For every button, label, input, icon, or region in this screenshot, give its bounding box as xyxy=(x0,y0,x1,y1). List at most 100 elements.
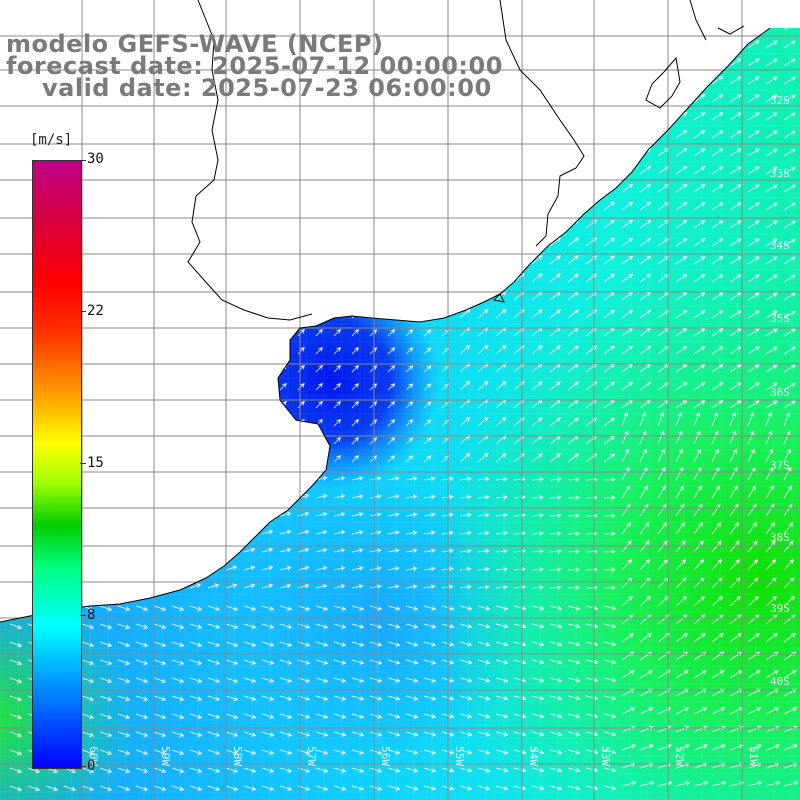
wind-arrow xyxy=(459,530,472,536)
wind-arrow xyxy=(279,310,287,319)
wind-arrow xyxy=(225,28,233,31)
wind-arrow xyxy=(459,677,473,683)
wind-arrow xyxy=(639,183,652,193)
wind-arrow xyxy=(351,419,359,427)
wind-arrow xyxy=(405,584,418,589)
lat-label: 38S xyxy=(770,531,790,544)
wind-arrow xyxy=(675,400,688,409)
wind-arrow xyxy=(135,547,148,553)
wind-arrow xyxy=(423,767,437,773)
wind-arrow xyxy=(117,493,129,499)
wind-arrow xyxy=(117,731,131,737)
wind-arrow xyxy=(567,785,581,791)
wind-arrow xyxy=(153,238,161,247)
wind-arrow xyxy=(189,148,197,157)
wind-arrow xyxy=(567,695,581,701)
wind-arrow xyxy=(315,113,323,121)
wind-arrow xyxy=(225,292,233,301)
wind-arrow xyxy=(171,292,179,301)
wind-arrow xyxy=(333,436,342,445)
wind-arrow xyxy=(603,273,616,283)
wind-arrow xyxy=(315,785,329,791)
wind-arrow xyxy=(28,5,33,12)
wind-arrow xyxy=(333,605,347,611)
wind-arrow xyxy=(387,548,400,553)
wind-arrow xyxy=(243,364,251,373)
wind-arrow xyxy=(153,731,167,737)
wind-arrow xyxy=(189,400,197,409)
wind-arrow xyxy=(81,328,89,337)
wind-arrow xyxy=(243,274,251,283)
wind-arrow xyxy=(693,559,705,571)
wind-arrow xyxy=(603,345,616,355)
wind-arrow xyxy=(424,6,431,12)
wind-arrow xyxy=(279,454,287,463)
wind-arrow xyxy=(135,565,148,571)
wind-arrow xyxy=(495,695,509,701)
wind-arrow xyxy=(261,659,275,665)
wind-arrow xyxy=(675,94,688,103)
wind-arrow xyxy=(711,292,724,301)
wind-arrow xyxy=(225,605,239,611)
wind-arrow xyxy=(63,112,70,121)
wind-arrow xyxy=(621,781,637,787)
wind-arrow xyxy=(495,183,507,193)
wind-arrow xyxy=(765,274,778,283)
wind-arrow xyxy=(81,623,95,629)
wind-arrow xyxy=(243,713,257,719)
wind-arrow xyxy=(783,430,791,445)
wind-arrow xyxy=(477,767,491,773)
wind-arrow xyxy=(405,566,418,571)
wind-arrow xyxy=(639,485,648,499)
wind-arrow xyxy=(639,707,654,715)
wind-arrow xyxy=(693,430,701,445)
wind-arrow xyxy=(729,540,740,553)
colorbar-tick-mark xyxy=(80,463,86,464)
wind-arrow xyxy=(423,584,436,590)
wind-arrow xyxy=(225,382,233,391)
wind-arrow xyxy=(729,725,744,733)
wind-arrow xyxy=(81,713,95,719)
wind-arrow xyxy=(207,346,215,355)
wind-arrow xyxy=(207,220,215,229)
wind-arrow xyxy=(657,310,670,319)
wind-arrow xyxy=(135,641,149,647)
wind-arrow xyxy=(783,256,796,265)
wind-arrow xyxy=(46,5,51,12)
wind-arrow xyxy=(423,785,437,791)
wind-arrow xyxy=(171,547,184,553)
wind-arrow xyxy=(207,166,215,175)
wind-arrow xyxy=(729,448,737,463)
wind-arrow xyxy=(99,328,107,337)
wind-arrow xyxy=(567,549,580,554)
wind-arrow xyxy=(783,400,796,409)
wind-arrow xyxy=(747,148,760,157)
wind-arrow xyxy=(621,670,635,679)
wind-arrow xyxy=(243,695,257,701)
wind-arrow xyxy=(369,767,383,773)
wind-arrow xyxy=(387,203,396,211)
wind-arrow xyxy=(747,503,757,517)
wind-arrow xyxy=(279,202,287,211)
wind-arrow xyxy=(441,530,454,536)
wind-arrow xyxy=(783,292,796,301)
wind-arrow xyxy=(315,605,329,611)
wind-arrow xyxy=(153,328,161,337)
wind-arrow xyxy=(99,184,107,193)
wind-arrow xyxy=(171,529,184,535)
wind-arrow xyxy=(675,40,688,49)
wind-arrow xyxy=(459,38,471,49)
wind-arrow xyxy=(225,623,239,629)
wind-arrow xyxy=(765,220,778,229)
wind-arrow xyxy=(117,130,125,139)
wind-arrow xyxy=(243,148,251,157)
wind-arrow xyxy=(153,436,161,445)
wind-arrow xyxy=(639,111,652,121)
wind-arrow xyxy=(189,547,202,553)
wind-arrow xyxy=(675,725,690,733)
wind-arrow xyxy=(172,5,178,12)
wind-arrow xyxy=(621,28,634,31)
wind-arrow xyxy=(531,93,543,103)
wind-arrow xyxy=(315,749,329,755)
wind-arrow xyxy=(315,584,328,589)
